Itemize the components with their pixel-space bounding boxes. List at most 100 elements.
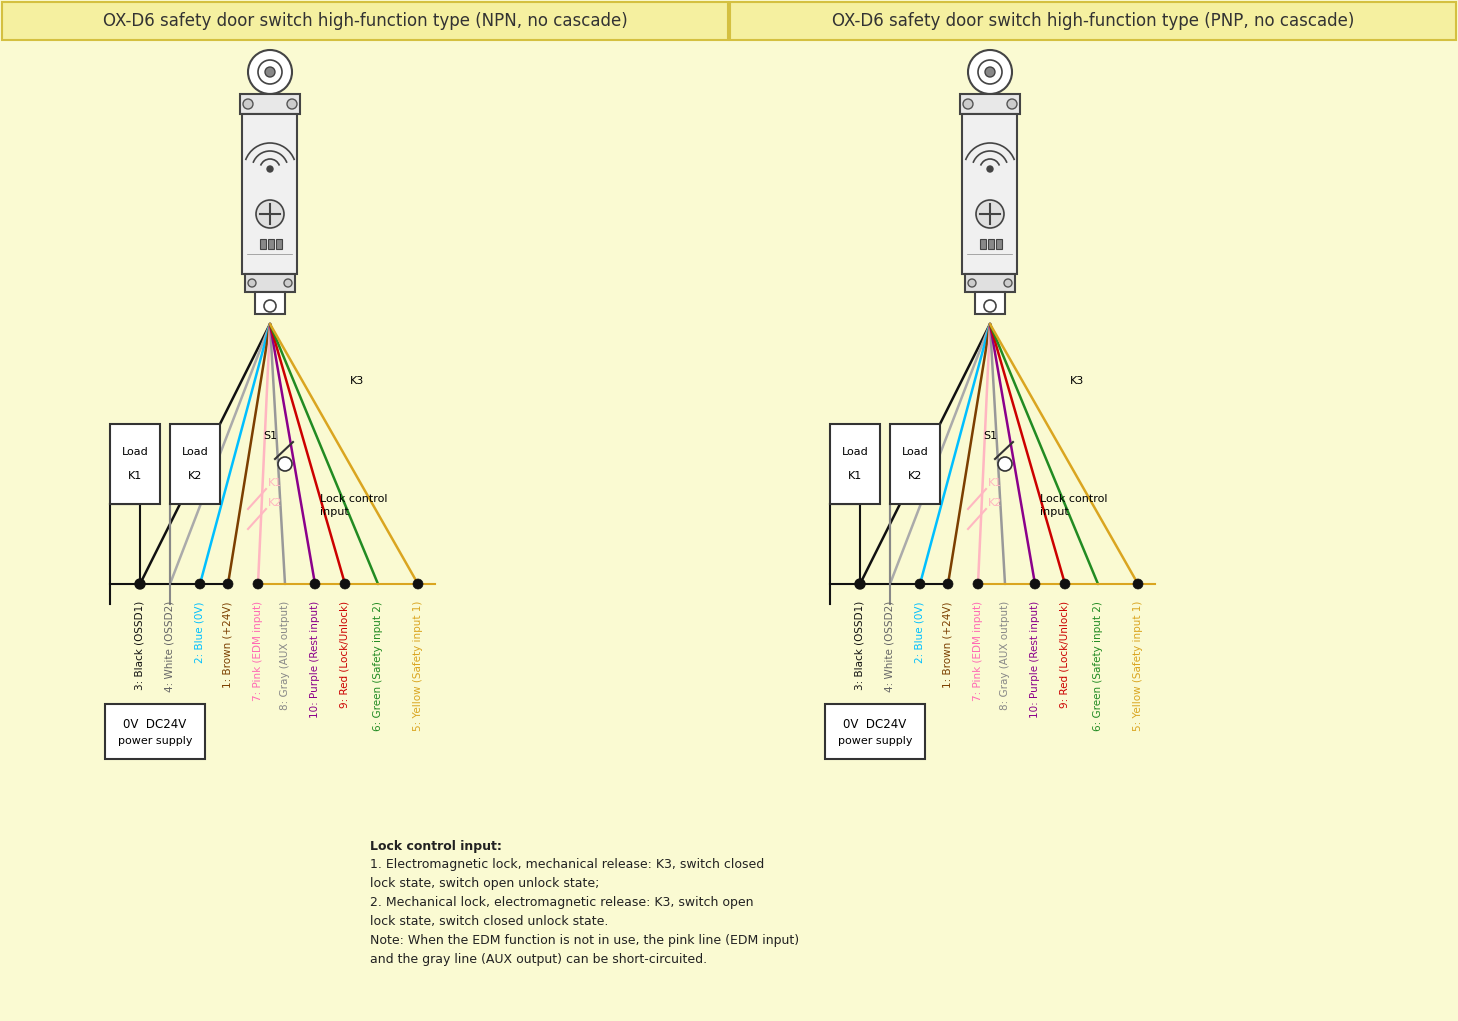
Bar	[962, 114, 1018, 274]
Circle shape	[257, 200, 284, 228]
Text: 9: Red (Lock/Unlock): 9: Red (Lock/Unlock)	[1060, 601, 1070, 709]
Text: 0V  DC24V: 0V DC24V	[124, 719, 187, 731]
Text: 10: Purple (Rest input): 10: Purple (Rest input)	[1029, 601, 1040, 718]
Circle shape	[1133, 579, 1143, 589]
Text: 10: Purple (Rest input): 10: Purple (Rest input)	[311, 601, 319, 718]
Circle shape	[195, 579, 206, 589]
Text: power supply: power supply	[118, 736, 192, 746]
Circle shape	[284, 279, 292, 287]
Text: 8: Gray (AUX output): 8: Gray (AUX output)	[1000, 601, 1010, 711]
Text: K1: K1	[989, 478, 1002, 488]
Bar	[105, 704, 206, 759]
Text: K2: K2	[908, 471, 923, 481]
Bar	[171, 424, 220, 504]
Text: 1. Electromagnetic lock, mechanical release: K3, switch closed
lock state, switc: 1. Electromagnetic lock, mechanical rele…	[370, 858, 799, 966]
Text: 1: Brown (+24V): 1: Brown (+24V)	[943, 601, 954, 687]
Text: 5: Yellow (Safety input 1): 5: Yellow (Safety input 1)	[413, 601, 423, 731]
Text: Load: Load	[121, 447, 149, 457]
Text: 3: Black (OSSD1): 3: Black (OSSD1)	[136, 601, 144, 690]
Circle shape	[136, 579, 144, 589]
Bar	[889, 424, 940, 504]
Circle shape	[1060, 579, 1070, 589]
Circle shape	[311, 579, 319, 589]
Circle shape	[287, 99, 297, 109]
Bar	[242, 114, 297, 274]
Bar	[825, 704, 924, 759]
Bar	[255, 292, 284, 314]
Text: S1: S1	[262, 431, 277, 441]
Bar	[241, 94, 300, 114]
Circle shape	[264, 300, 276, 312]
Text: 0V  DC24V: 0V DC24V	[843, 719, 907, 731]
Circle shape	[1029, 579, 1040, 589]
Text: K3: K3	[1070, 376, 1085, 386]
Circle shape	[267, 166, 273, 172]
Circle shape	[986, 67, 994, 77]
Circle shape	[340, 579, 350, 589]
Circle shape	[258, 60, 281, 84]
Circle shape	[943, 579, 954, 589]
Text: K1: K1	[268, 478, 283, 488]
Text: 7: Pink (EDM input): 7: Pink (EDM input)	[254, 601, 262, 701]
Text: S1: S1	[983, 431, 997, 441]
Text: 8: Gray (AUX output): 8: Gray (AUX output)	[280, 601, 290, 711]
Circle shape	[413, 579, 423, 589]
Text: 4: White (OSSD2): 4: White (OSSD2)	[885, 601, 895, 692]
Circle shape	[975, 200, 1005, 228]
Text: 1: Brown (+24V): 1: Brown (+24V)	[223, 601, 233, 687]
Text: Lock control
input: Lock control input	[1040, 494, 1108, 518]
Bar	[245, 274, 295, 292]
Circle shape	[972, 579, 983, 589]
Circle shape	[223, 579, 233, 589]
Text: 5: Yellow (Safety input 1): 5: Yellow (Safety input 1)	[1133, 601, 1143, 731]
Bar	[276, 239, 281, 249]
Text: power supply: power supply	[838, 736, 913, 746]
Text: OX-D6 safety door switch high-function type (NPN, no cascade): OX-D6 safety door switch high-function t…	[102, 12, 627, 30]
Circle shape	[987, 166, 993, 172]
Text: K1: K1	[849, 471, 862, 481]
Bar	[260, 239, 265, 249]
Circle shape	[984, 300, 996, 312]
Circle shape	[248, 279, 257, 287]
Text: Lock control
input: Lock control input	[319, 494, 388, 518]
Text: 9: Red (Lock/Unlock): 9: Red (Lock/Unlock)	[340, 601, 350, 709]
Circle shape	[243, 99, 254, 109]
Circle shape	[248, 50, 292, 94]
Text: 6: Green (Safety input 2): 6: Green (Safety input 2)	[373, 601, 383, 731]
Bar	[1, 2, 728, 40]
Circle shape	[1005, 279, 1012, 287]
Text: K2: K2	[989, 498, 1002, 508]
Circle shape	[997, 457, 1012, 471]
Text: Lock control input:: Lock control input:	[370, 840, 502, 853]
Bar	[730, 2, 1457, 40]
Circle shape	[1007, 99, 1018, 109]
Text: 2: Blue (0V): 2: Blue (0V)	[195, 601, 206, 663]
Text: 7: Pink (EDM input): 7: Pink (EDM input)	[972, 601, 983, 701]
Bar	[965, 274, 1015, 292]
Bar	[830, 424, 881, 504]
Text: Load: Load	[841, 447, 869, 457]
Text: Load: Load	[182, 447, 208, 457]
Circle shape	[968, 279, 975, 287]
Text: K3: K3	[350, 376, 364, 386]
Text: 4: White (OSSD2): 4: White (OSSD2)	[165, 601, 175, 692]
Circle shape	[916, 579, 924, 589]
Bar	[268, 239, 274, 249]
Circle shape	[854, 579, 865, 589]
Bar	[959, 94, 1021, 114]
Bar	[996, 239, 1002, 249]
Text: K2: K2	[188, 471, 203, 481]
Text: K2: K2	[268, 498, 283, 508]
Circle shape	[978, 60, 1002, 84]
Bar	[989, 239, 994, 249]
Text: Load: Load	[901, 447, 929, 457]
Circle shape	[265, 67, 276, 77]
Text: 3: Black (OSSD1): 3: Black (OSSD1)	[854, 601, 865, 690]
Circle shape	[962, 99, 972, 109]
Bar	[980, 239, 986, 249]
Bar	[109, 424, 160, 504]
Text: 2: Blue (0V): 2: Blue (0V)	[916, 601, 924, 663]
Text: 6: Green (Safety input 2): 6: Green (Safety input 2)	[1094, 601, 1104, 731]
Text: OX-D6 safety door switch high-function type (PNP, no cascade): OX-D6 safety door switch high-function t…	[833, 12, 1354, 30]
Circle shape	[968, 50, 1012, 94]
